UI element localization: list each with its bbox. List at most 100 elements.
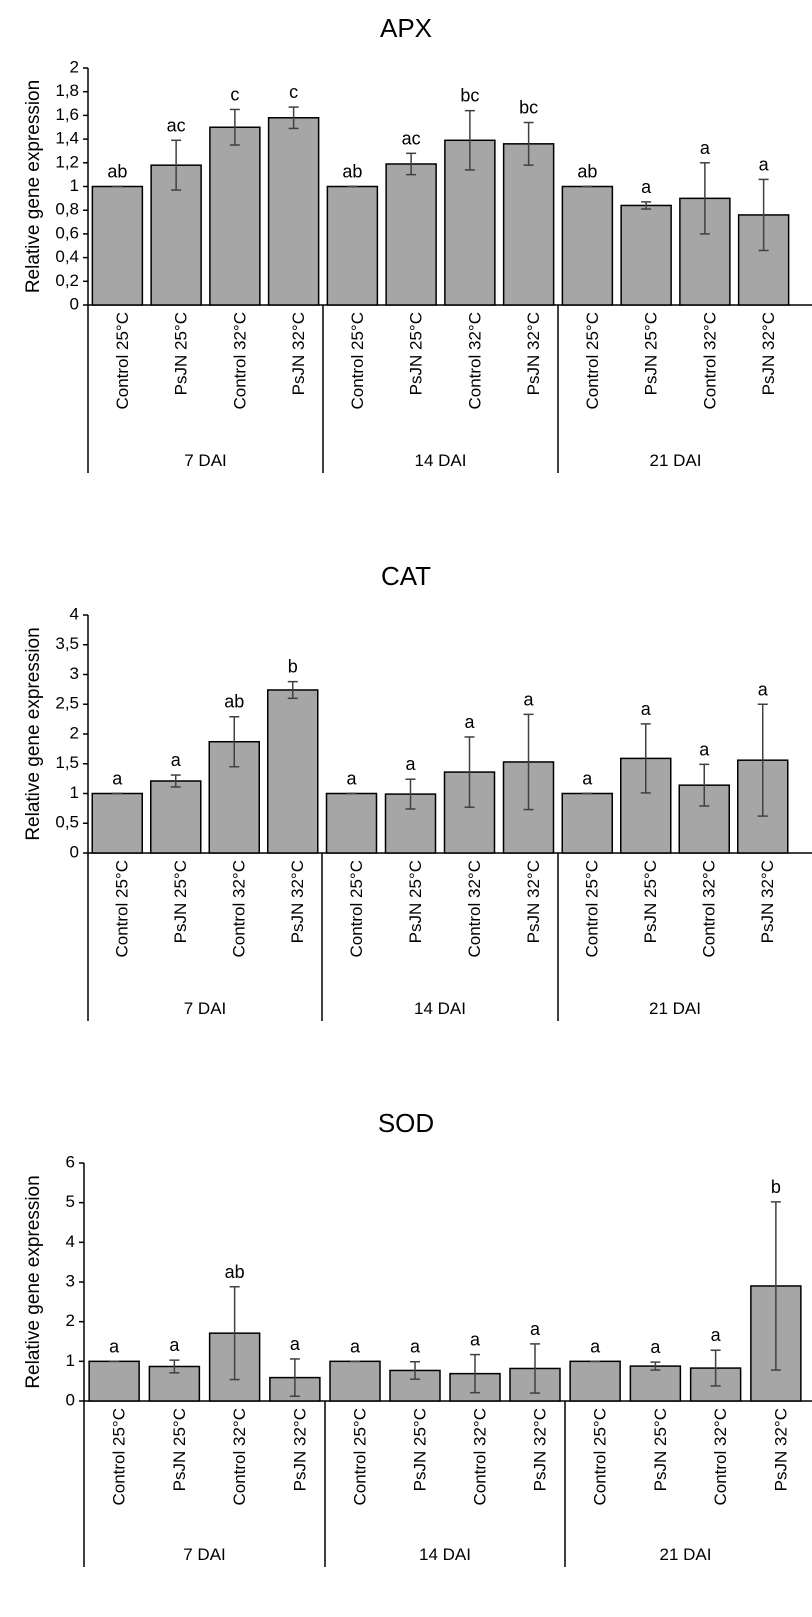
significance-label: a (410, 1337, 421, 1357)
category-label: Control 25°C (110, 1408, 129, 1506)
bar (150, 780, 202, 854)
category-label: PsJN 32°C (524, 312, 543, 395)
category-label: Control 25°C (347, 860, 366, 958)
significance-label: a (641, 699, 652, 719)
y-tick-label: 5 (66, 1192, 75, 1211)
category-label: PsJN 25°C (642, 312, 661, 395)
significance-label: a (290, 1334, 301, 1354)
y-tick-label: 1,4 (55, 129, 79, 148)
category-label: Control 32°C (230, 1408, 249, 1506)
significance-label: a (470, 1330, 481, 1350)
significance-label: a (650, 1337, 661, 1357)
y-tick-label: 1 (66, 1351, 75, 1370)
y-tick-label: 3,5 (55, 634, 79, 653)
y-tick-label: 1 (70, 176, 79, 195)
category-label: PsJN 25°C (641, 860, 660, 943)
chart-cat: CAT Relative gene expression 0 0,5 1 1,5 2 2,5 3… (23, 561, 812, 1021)
y-axis-label: Relative gene expression (23, 80, 44, 293)
group-label: 7 DAI (183, 1545, 226, 1564)
y-tick-label: 4 (66, 1232, 75, 1251)
category-label: Control 32°C (711, 1408, 730, 1506)
category-label: PsJN 32°C (759, 312, 778, 395)
category-label: Control 32°C (230, 312, 249, 410)
significance-label: a (700, 138, 711, 158)
significance-label: a (109, 1336, 120, 1356)
bar (569, 1360, 621, 1402)
bar (629, 1365, 682, 1402)
category-label: Control 25°C (583, 312, 602, 410)
y-tick-label: 0,6 (55, 223, 79, 242)
y-tick-label: 2 (70, 723, 79, 742)
y-tick-label: 4 (70, 604, 79, 623)
bar (267, 689, 319, 854)
bar (385, 163, 437, 306)
significance-label: a (758, 679, 769, 699)
chart-sod: SOD Relative gene expression 0 1 2 3 4 5 6 a Contr… (23, 1108, 812, 1567)
significance-label: b (771, 1177, 781, 1197)
bar (561, 792, 613, 854)
category-label: PsJN 32°C (758, 860, 777, 943)
y-tick-label: 3 (70, 664, 79, 683)
y-tick-label: 1,6 (55, 105, 79, 124)
category-label: PsJN 25°C (651, 1408, 670, 1491)
bar (620, 204, 672, 306)
category-label: PsJN 32°C (530, 1408, 549, 1491)
group-label: 14 DAI (419, 1545, 471, 1564)
category-label: PsJN 25°C (410, 1408, 429, 1491)
bar (88, 1360, 140, 1402)
significance-label: a (112, 769, 123, 789)
significance-label: a (350, 1336, 361, 1356)
category-label: PsJN 25°C (406, 860, 425, 943)
significance-label: a (711, 1325, 722, 1345)
significance-label: a (346, 769, 357, 789)
y-tick-label: 3 (66, 1271, 75, 1290)
significance-label: a (582, 769, 593, 789)
significance-label: ab (224, 692, 244, 712)
category-label: PsJN 25°C (170, 1408, 189, 1491)
y-tick-label: 1 (70, 783, 79, 802)
y-tick-label: 0 (70, 842, 79, 861)
significance-label: a (590, 1336, 601, 1356)
category-label: Control 25°C (113, 860, 132, 958)
bar (209, 126, 261, 306)
y-tick-label: 1,8 (55, 81, 79, 100)
y-tick-label: 0,4 (55, 247, 79, 266)
group-label: 7 DAI (184, 451, 227, 470)
category-label: Control 25°C (591, 1408, 610, 1506)
category-label: Control 32°C (470, 1408, 489, 1506)
y-axis-label: Relative gene expression (23, 627, 44, 840)
bar (325, 792, 378, 854)
group-label: 14 DAI (415, 451, 467, 470)
group-label: 7 DAI (184, 999, 227, 1018)
significance-label: c (230, 84, 239, 104)
category-label: PsJN 25°C (407, 312, 426, 395)
significance-label: ac (167, 115, 186, 135)
y-axis-label: Relative gene expression (23, 1175, 44, 1388)
y-tick-label: 1,5 (55, 753, 79, 772)
significance-label: bc (460, 86, 479, 106)
category-label: Control 25°C (350, 1408, 369, 1506)
significance-label: bc (519, 98, 538, 118)
y-tick-label: 1,2 (55, 152, 79, 171)
category-label: Control 25°C (583, 860, 602, 958)
chart-title: CAT (381, 561, 431, 591)
y-tick-label: 0,5 (55, 813, 79, 832)
group-label: 21 DAI (660, 1545, 712, 1564)
significance-label: a (405, 754, 416, 774)
y-tick-label: 0,8 (55, 200, 79, 219)
significance-label: a (464, 712, 475, 732)
chart-apx: APX Relative gene expression 0 0,2 0,4 0,6 0,8… (23, 13, 812, 473)
category-label: Control 25°C (113, 312, 132, 410)
significance-label: a (523, 689, 534, 709)
category-label: PsJN 32°C (288, 860, 307, 943)
group-label: 21 DAI (649, 999, 701, 1018)
bar (91, 792, 143, 854)
significance-label: a (171, 750, 182, 770)
category-label: Control 25°C (348, 312, 367, 410)
y-tick-label: 2 (70, 57, 79, 76)
category-label: PsJN 25°C (172, 312, 191, 395)
significance-label: b (288, 657, 298, 677)
significance-label: a (699, 739, 710, 759)
significance-label: ab (225, 1262, 245, 1282)
